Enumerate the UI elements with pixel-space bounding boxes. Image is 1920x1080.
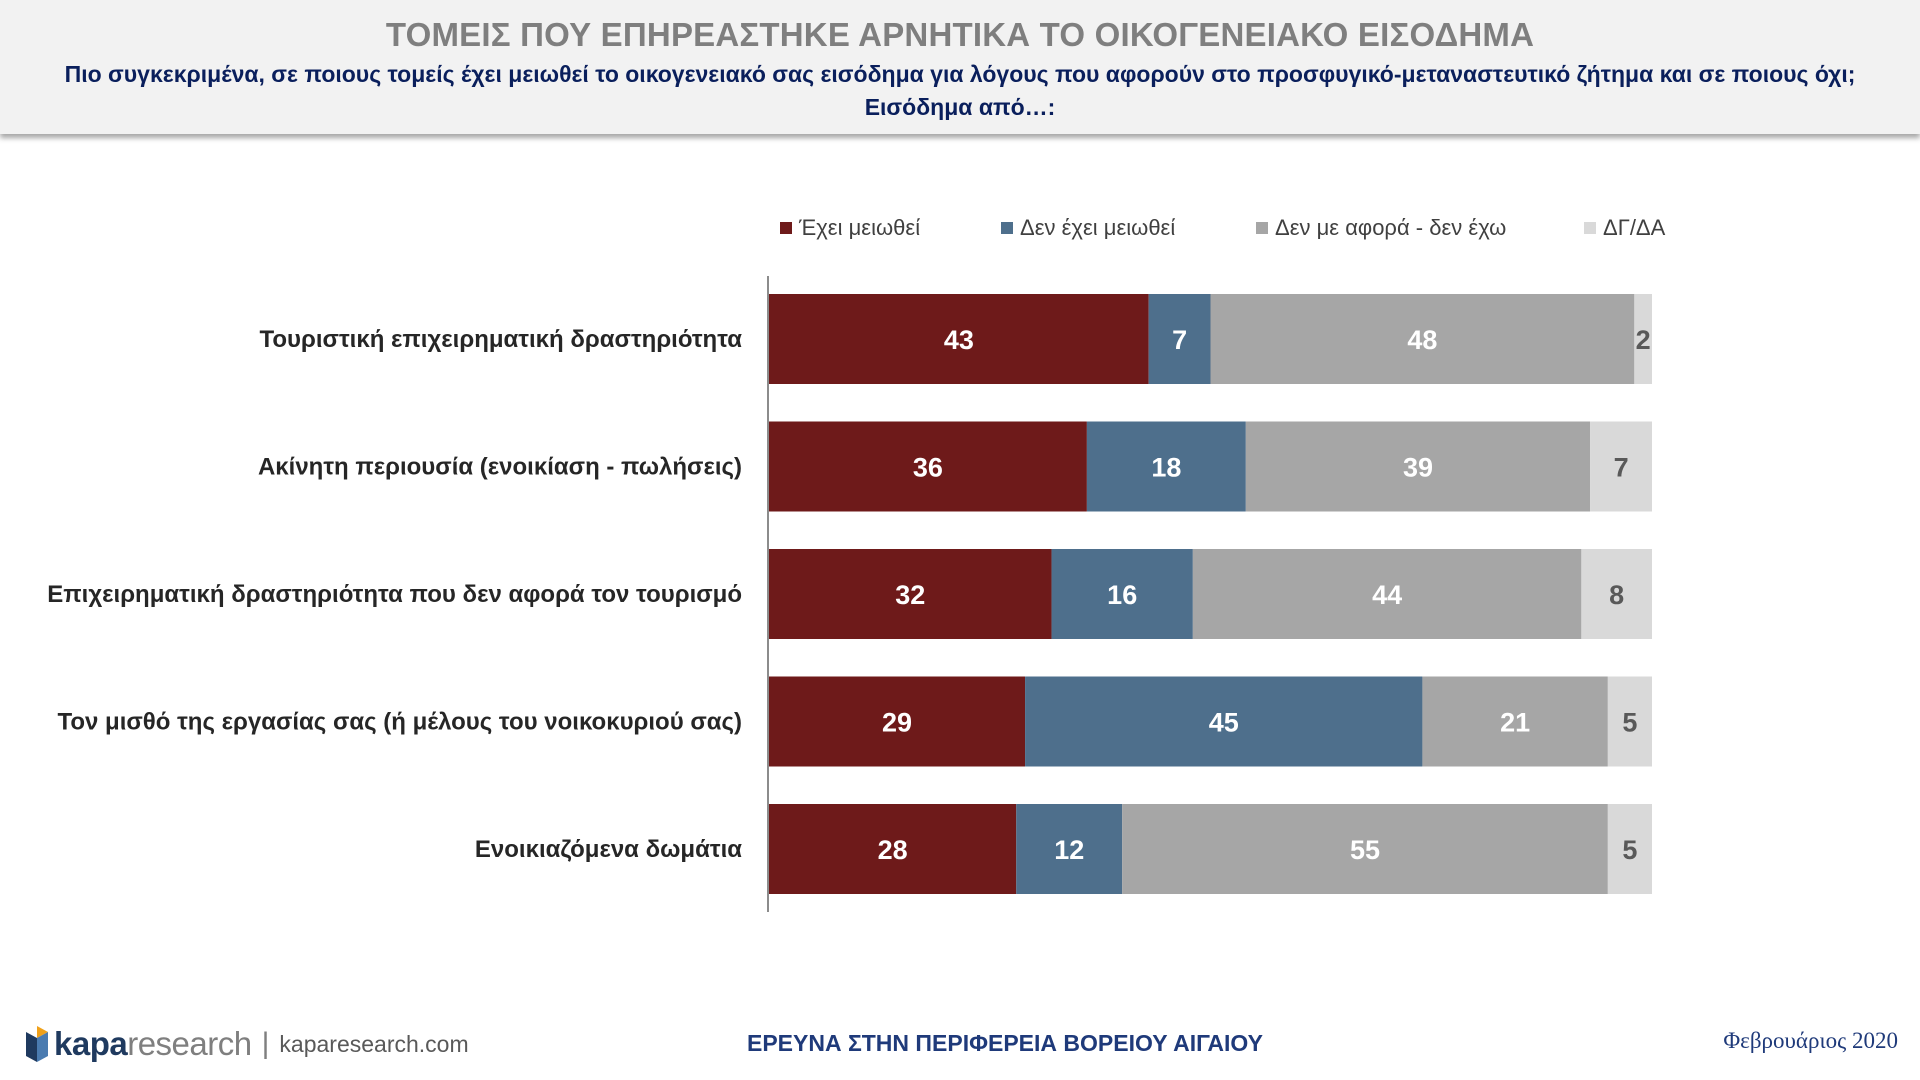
data-label: 28	[878, 835, 908, 865]
data-label: 18	[1151, 453, 1181, 483]
header-banner: ΤΟΜΕΙΣ ΠΟΥ ΕΠΗΡΕΑΣΤΗΚΕ ΑΡΝΗΤΙΚΑ ΤΟ ΟΙΚΟΓ…	[0, 0, 1920, 134]
subtitle-line-2: Εισόδημα από…:	[864, 94, 1056, 120]
brand-separator: |	[261, 1027, 270, 1060]
bar-segment	[769, 676, 1026, 767]
data-label: 43	[944, 325, 974, 355]
legend-swatch	[1256, 222, 1268, 234]
page-subtitle: Πιο συγκεκριμένα, σε ποιους τομείς έχει …	[40, 58, 1880, 124]
data-label: 5	[1622, 708, 1637, 738]
page-title: ΤΟΜΕΙΣ ΠΟΥ ΕΠΗΡΕΑΣΤΗΚΕ ΑΡΝΗΤΙΚΑ ΤΟ ΟΙΚΟΓ…	[385, 16, 1535, 53]
bar-segment	[1634, 294, 1652, 384]
data-label: 45	[1209, 708, 1239, 738]
bar-segment	[769, 804, 1017, 894]
data-label: 7	[1614, 453, 1629, 483]
legend-label: Δεν με αφορά - δεν έχω	[1275, 215, 1507, 240]
data-label: 21	[1500, 708, 1530, 738]
data-label: 7	[1172, 325, 1187, 355]
bar-segment	[769, 294, 1149, 384]
legend-item-not-decreased: Δεν έχει μειωθεί	[1001, 215, 1175, 241]
bar-segment	[1607, 676, 1652, 767]
footer-date: Φεβρουάριος 2020	[1723, 1028, 1898, 1053]
category-label: Επιχειρηματική δραστηριότητα που δεν αφο…	[47, 581, 742, 608]
bar-segment	[769, 549, 1052, 639]
legend-swatch	[1001, 222, 1013, 234]
kapa-research-logo: kapa research | kaparesearch.com	[24, 1022, 469, 1066]
bar-segment	[1025, 676, 1423, 767]
data-label: 8	[1609, 580, 1624, 610]
legend-label: Έχει μειωθεί	[799, 215, 921, 240]
legend-swatch	[1584, 222, 1596, 234]
legend-label: ΔΓ/ΔΑ	[1603, 215, 1666, 240]
data-label: 36	[913, 453, 943, 483]
bar-segment	[1607, 804, 1652, 894]
legend-item-decreased: Έχει μειωθεί	[780, 215, 920, 241]
data-label: 44	[1372, 580, 1402, 610]
legend-label: Δεν έχει μειωθεί	[1020, 215, 1176, 240]
bar-segment	[1192, 549, 1582, 639]
data-label: 32	[895, 580, 925, 610]
data-label: 39	[1403, 453, 1433, 483]
category-label: Τουριστική επιχειρηματική δραστηριότητα	[260, 326, 743, 353]
data-label: 2	[1636, 325, 1651, 355]
data-label: 16	[1107, 580, 1137, 610]
bar-segment	[1422, 676, 1608, 767]
bar-segment	[1086, 421, 1246, 512]
brand-name-light: research	[127, 1025, 252, 1062]
brand-name-bold: kapa	[54, 1025, 128, 1062]
bar-segment	[1051, 549, 1193, 639]
data-label: 48	[1407, 325, 1437, 355]
bar-segment	[1581, 549, 1652, 639]
category-label: Ενοικιαζόμενα δωμάτια	[475, 836, 742, 863]
bar-segment	[1122, 804, 1608, 894]
brand-url: kaparesearch.com	[279, 1030, 469, 1057]
kapa-logo-icon	[24, 1024, 50, 1064]
legend-item-not-applicable: Δεν με αφορά - δεν έχω	[1256, 215, 1506, 241]
bar-segment	[1148, 294, 1211, 384]
category-label: Τον μισθό της εργασίας σας (ή μέλους του…	[57, 709, 742, 736]
data-label: 29	[882, 708, 912, 738]
footer-survey-title: ΕΡΕΥΝΑ ΣΤΗΝ ΠΕΡΙΦΕΡΕΙΑ ΒΟΡΕΙΟΥ ΑΙΓΑΙΟΥ	[746, 1030, 1264, 1056]
bar-segment	[1016, 804, 1123, 894]
legend-item-dk-na: ΔΓ/ΔΑ	[1584, 215, 1665, 241]
data-label: 55	[1350, 835, 1380, 865]
subtitle-line-1: Πιο συγκεκριμένα, σε ποιους τομείς έχει …	[64, 61, 1856, 87]
bar-segment	[769, 421, 1087, 512]
bar-segment	[1245, 421, 1591, 512]
data-label: 5	[1622, 835, 1637, 865]
data-label: 12	[1054, 835, 1084, 865]
chart-legend: Έχει μειωθεί Δεν έχει μειωθεί Δεν με αφο…	[0, 215, 1920, 245]
legend-swatch	[780, 222, 792, 234]
bar-segment	[1590, 421, 1652, 512]
category-label: Ακίνητη περιουσία (ενοικίαση - πωλήσεις)	[258, 454, 742, 481]
bar-segment	[1210, 294, 1635, 384]
